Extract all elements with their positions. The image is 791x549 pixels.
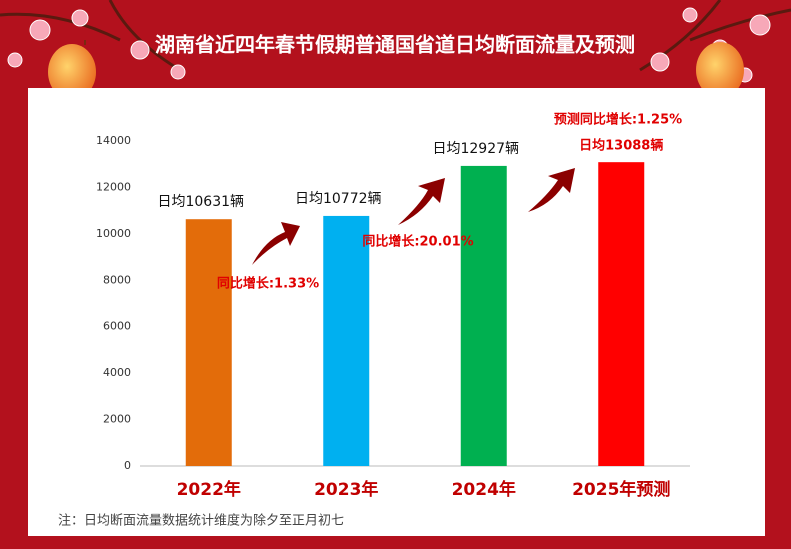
x-tick-label: 2024年 — [452, 479, 516, 500]
bar — [598, 162, 645, 466]
growth-annotation: 同比增长:1.33% — [217, 276, 319, 292]
y-tick-label: 10000 — [96, 227, 131, 240]
value-label: 日均10772辆 — [295, 191, 382, 207]
value-label: 日均10631辆 — [157, 194, 244, 210]
growth-annotation: 预测同比增长:1.25% — [554, 112, 682, 128]
y-tick-label: 0 — [124, 459, 131, 472]
bar — [185, 219, 232, 466]
y-tick-label: 14000 — [96, 134, 131, 147]
growth-arrows — [252, 168, 575, 265]
x-tick-label: 2023年 — [314, 479, 378, 500]
y-tick-label: 4000 — [103, 366, 131, 379]
y-tick-label: 8000 — [103, 273, 131, 286]
y-tick-label: 2000 — [103, 413, 131, 426]
growth-annotation: 同比增长:20.01% — [362, 234, 473, 250]
x-tick-label: 2025年预测 — [572, 479, 670, 500]
y-tick-label: 6000 — [103, 320, 131, 333]
y-tick-label: 12000 — [96, 180, 131, 193]
value-label: 日均12927辆 — [432, 141, 519, 157]
x-tick-label: 2022年 — [177, 479, 241, 500]
chart-title: 湖南省近四年春节假期普通国省道日均断面流量及预测 — [155, 33, 635, 57]
bar — [460, 165, 507, 466]
panel — [28, 88, 765, 536]
footnote: 注：日均断面流量数据统计维度为除夕至正月初七 — [58, 513, 344, 529]
decoration — [0, 0, 791, 123]
bar — [323, 215, 370, 466]
value-label: 日均13088辆 — [579, 138, 663, 154]
